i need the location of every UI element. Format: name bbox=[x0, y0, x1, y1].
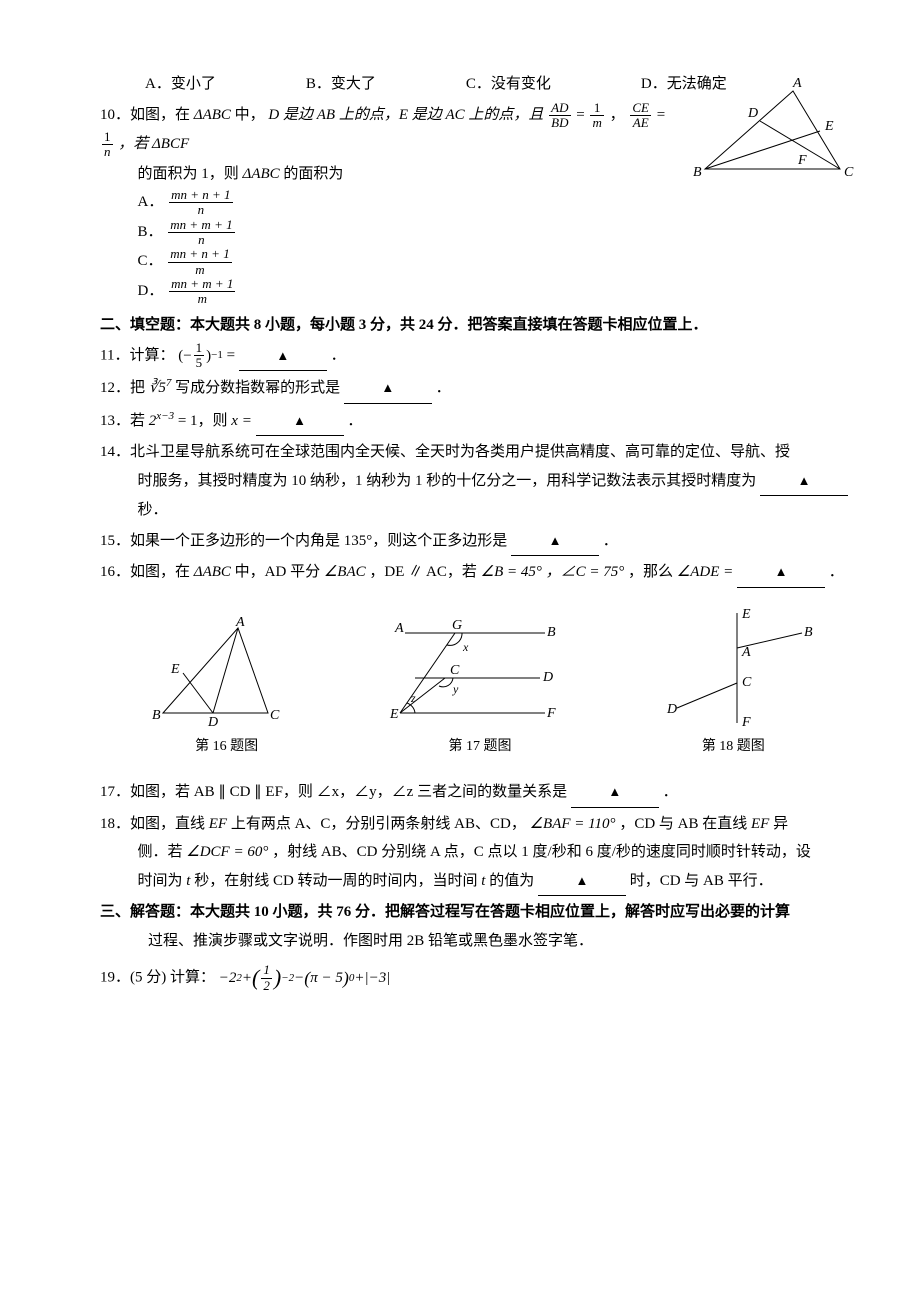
q10-eq1: = bbox=[576, 107, 588, 123]
svg-text:A: A bbox=[792, 76, 802, 91]
svg-text:F: F bbox=[797, 153, 807, 168]
q10-abc: ΔABC bbox=[194, 107, 231, 123]
q11-blank bbox=[239, 342, 327, 372]
q10-tail: ，若 ΔBCF bbox=[118, 136, 189, 152]
figure-labels: 第 16 题图 第 17 题图 第 18 题图 bbox=[100, 734, 860, 761]
svg-text:E: E bbox=[741, 607, 751, 622]
svg-text:A: A bbox=[235, 615, 245, 630]
svg-text:E: E bbox=[389, 707, 399, 722]
q16: 16．如图，在 ΔABC 中，AD 平分 ∠BAC ，DE ∥ AC，若 ∠B … bbox=[100, 558, 860, 588]
svg-text:C: C bbox=[270, 708, 280, 723]
q13: 13．若 2x−3 = 1，则 x = ． bbox=[100, 406, 860, 437]
q10-s1: D 是边 AB 上的点，E 是边 AC 上的点，且 bbox=[268, 107, 543, 123]
svg-text:D: D bbox=[542, 670, 553, 685]
q17: 17．如图，若 AB ∥ CD ∥ EF，则 ∠x，∠y，∠z 三者之间的数量关… bbox=[100, 778, 860, 808]
q10-frac2: CE AE bbox=[630, 101, 651, 131]
svg-text:B: B bbox=[693, 165, 702, 180]
q10-frac1: AD BD bbox=[549, 101, 570, 131]
q11: 11．计算： (− 15 )−1 = ． bbox=[100, 341, 860, 371]
svg-text:C: C bbox=[844, 165, 854, 180]
fig17-label: 第 17 题图 bbox=[448, 734, 511, 761]
svg-text:E: E bbox=[824, 119, 834, 134]
q10-comma1: ， bbox=[610, 107, 625, 123]
q13-blank bbox=[256, 407, 344, 437]
q15: 15．如果一个正多边形的一个内角是 135°，则这个正多边形是 ． bbox=[100, 527, 860, 557]
q10: A B C D E F 10．如图，在 ΔABC 中， D 是边 AB 上的点，… bbox=[100, 101, 860, 307]
svg-text:D: D bbox=[207, 715, 218, 730]
q10-opt-d: D． mn + m + 1m bbox=[100, 277, 860, 307]
section-2-header: 二、填空题：本大题共 8 小题，每小题 3 分，共 24 分．把答案直接填在答题… bbox=[100, 311, 860, 340]
fig17: A B C D E F G x y z bbox=[385, 618, 565, 728]
q19: 19．(5 分) 计算： −22 + ( 12 )−2 − ( π − 5 )0… bbox=[100, 957, 860, 999]
figures-row: A B C D E A B C D E F G x y z E B A C D … bbox=[100, 608, 860, 728]
fig18-label: 第 18 题图 bbox=[702, 734, 765, 761]
q10-figure: A B C D E F bbox=[690, 81, 860, 202]
q18: 18．如图，直线 EF 上有两点 A、C，分别引两条射线 AB、CD， ∠BAF… bbox=[100, 810, 860, 897]
svg-text:z: z bbox=[410, 691, 416, 705]
svg-text:F: F bbox=[741, 715, 751, 730]
fig16: A B C D E bbox=[148, 618, 288, 728]
q15-blank bbox=[511, 527, 599, 557]
fig18: E B A C D F bbox=[662, 608, 812, 728]
q9-opt-a: A．变小了 bbox=[145, 70, 216, 99]
q10-text1: 10．如图，在 bbox=[100, 107, 190, 123]
svg-text:C: C bbox=[450, 663, 460, 678]
svg-text:D: D bbox=[747, 106, 758, 121]
svg-text:A: A bbox=[741, 645, 751, 660]
svg-text:y: y bbox=[452, 682, 459, 696]
svg-text:A: A bbox=[394, 621, 404, 636]
svg-text:B: B bbox=[547, 625, 556, 640]
svg-text:E: E bbox=[170, 662, 180, 677]
svg-text:C: C bbox=[742, 675, 752, 690]
q10-opt-b: B． mn + m + 1n bbox=[100, 218, 860, 248]
q9-opt-d: D．无法确定 bbox=[641, 70, 727, 99]
q10-rhs1: 1 m bbox=[590, 101, 603, 131]
q9-opt-b: B．变大了 bbox=[306, 70, 376, 99]
fig16-label: 第 16 题图 bbox=[195, 734, 258, 761]
q10-mid1: 中， bbox=[235, 107, 265, 123]
svg-text:B: B bbox=[804, 625, 813, 640]
svg-text:D: D bbox=[666, 702, 677, 717]
section-3-header: 三、解答题：本大题共 10 小题，共 76 分．把解答过程写在答题卡相应位置上，… bbox=[100, 898, 860, 955]
q18-blank bbox=[538, 867, 626, 897]
q14: 14．北斗卫星导航系统可在全球范围内全天候、全天时为各类用户提供高精度、高可靠的… bbox=[100, 438, 860, 525]
q12-blank bbox=[344, 374, 432, 404]
q9-opt-c: C．没有变化 bbox=[466, 70, 551, 99]
svg-text:B: B bbox=[152, 708, 161, 723]
q10-rhs2: 1 n bbox=[102, 130, 113, 160]
q10-opt-c: C． mn + n + 1m bbox=[100, 247, 860, 277]
svg-text:G: G bbox=[452, 618, 462, 633]
q14-blank bbox=[760, 467, 848, 497]
q12: 12．把 ∛57 写成分数指数幂的形式是 ． bbox=[100, 373, 860, 404]
q16-blank bbox=[737, 558, 825, 588]
q17-blank bbox=[571, 778, 659, 808]
svg-text:x: x bbox=[462, 640, 469, 654]
svg-text:F: F bbox=[546, 706, 556, 721]
q10-eq2: = bbox=[657, 107, 665, 123]
